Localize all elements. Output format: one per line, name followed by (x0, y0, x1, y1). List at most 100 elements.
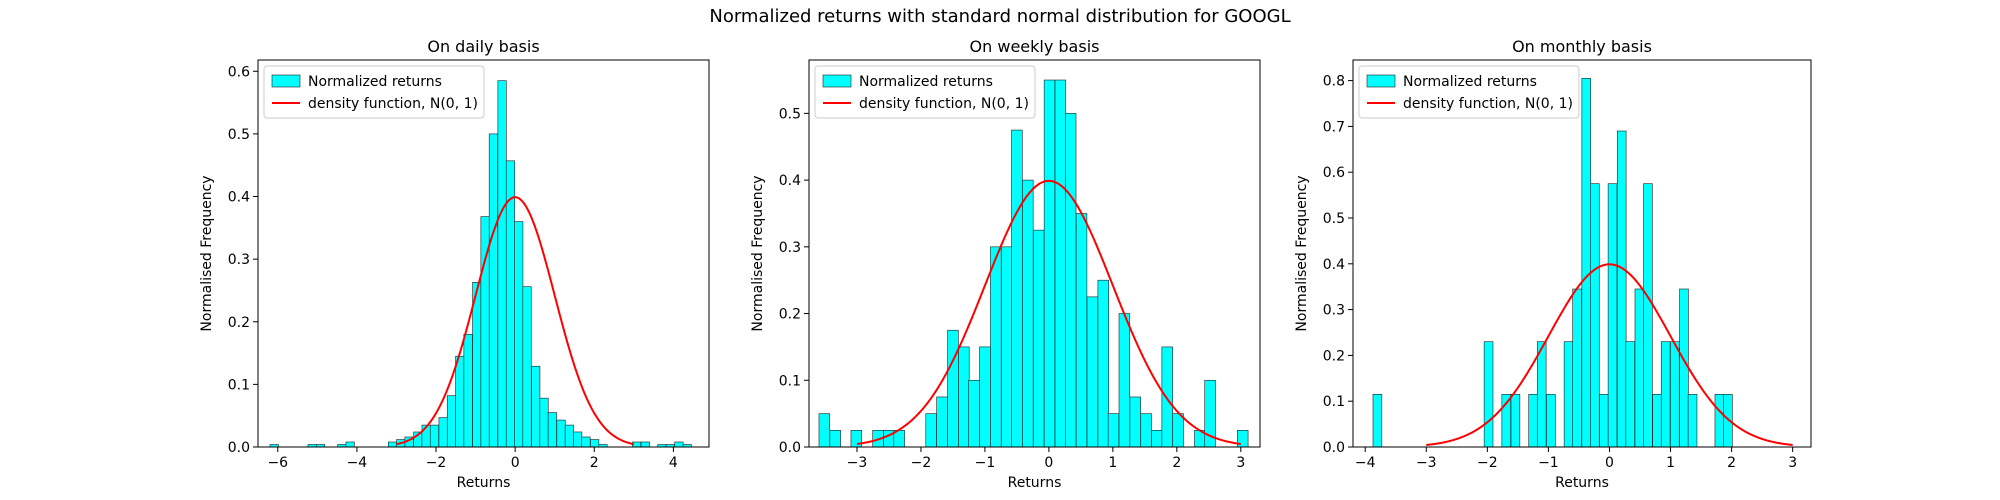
legend-box (263, 65, 485, 119)
histogram-bar (1140, 413, 1152, 448)
normal-density-curve (396, 196, 635, 446)
y-tick-label: 0.1 (228, 377, 250, 393)
histogram-bar (1022, 179, 1034, 448)
histogram-bars (1372, 78, 1733, 448)
histogram-bar (1660, 341, 1671, 448)
x-tick-label: −1 (1538, 455, 1559, 471)
legend-box (814, 65, 1036, 119)
histogram-bar (463, 333, 473, 448)
y-axis-label: Normalised Frequency (199, 175, 215, 331)
y-tick-label: 0.6 (228, 64, 250, 80)
histogram-bar (829, 430, 841, 448)
subplot-title: On monthly basis (1512, 37, 1652, 56)
histogram-bar (1172, 413, 1184, 448)
y-tick-label: 0.4 (228, 190, 250, 206)
histogram-bar (947, 329, 959, 448)
y-tick-label: 0.2 (779, 307, 801, 323)
legend-swatch-bars (1366, 74, 1396, 88)
legend-swatch-bars (271, 74, 301, 88)
x-tick-label: 0 (511, 455, 520, 471)
histogram-bar (446, 395, 456, 448)
histogram-bar (522, 286, 532, 448)
axes-frame (257, 59, 710, 448)
histogram-bar (1075, 213, 1088, 448)
axes-frame (808, 59, 1261, 448)
histogram-bar (1536, 341, 1547, 448)
y-tick-label: 0.5 (1323, 211, 1345, 227)
histogram-bar (590, 439, 600, 448)
histogram-bar (1528, 394, 1538, 448)
y-tick-label: 0.0 (1323, 440, 1345, 456)
histogram-bar (925, 413, 937, 448)
legend: Normalized returns density function, N(0,… (814, 65, 1036, 119)
histogram-bar (1572, 288, 1582, 448)
legend-label-curve: density function, N(0, 1) (1403, 96, 1573, 112)
y-tick-label: 0.2 (1323, 348, 1345, 364)
y-tick-label: 0.3 (228, 252, 250, 268)
histogram-bar (497, 80, 507, 448)
histogram-bar (1581, 78, 1591, 448)
histogram-bar (1097, 279, 1109, 448)
histogram-bar (1714, 394, 1725, 448)
histogram-bar (1510, 394, 1521, 448)
histogram-bar (990, 246, 1002, 448)
y-tick-label: 0.5 (779, 106, 801, 122)
histogram-bar (455, 355, 465, 448)
x-tick-label: 4 (669, 455, 678, 471)
x-tick-label: −6 (267, 455, 288, 471)
histogram-bar (1483, 341, 1494, 448)
histogram-bar (345, 441, 355, 448)
y-axis-label: Normalised Frequency (1294, 175, 1310, 331)
x-tick-label: −4 (347, 455, 368, 471)
y-tick-label: 0.0 (228, 440, 250, 456)
histogram-bar (1107, 413, 1120, 448)
histogram-bar (818, 413, 831, 448)
legend-label-bars: Normalized returns (308, 74, 442, 90)
y-axis-label: Normalised Frequency (750, 175, 766, 331)
histogram-bar (1643, 183, 1653, 448)
histogram-bar (1011, 129, 1023, 448)
histogram-bar (1032, 229, 1045, 448)
subplot-title: On weekly basis (970, 37, 1100, 56)
weekly-returns-chart: −3 −2 −1 0 1 2 3 0.0 0.1 0.2 0.3 0.4 0.5 On weekly ba… (750, 37, 1261, 491)
histogram-bar (936, 396, 948, 448)
y-tick-label: 0.3 (1323, 303, 1345, 319)
legend: Normalized returns density function, N(0,… (1358, 65, 1580, 119)
histogram-bar (531, 365, 541, 448)
normal-density-curve (856, 179, 1241, 446)
histogram-bar (1043, 79, 1056, 448)
histogram-bar (1590, 183, 1600, 448)
x-tick-label: −1 (975, 455, 996, 471)
x-tick-label: −2 (1477, 455, 1498, 471)
histogram-bar (1599, 394, 1609, 448)
daily-returns-chart: −6 −4 −2 0 2 4 0.0 0.1 0.2 0.3 0.4 0.5 0.6 On daily b… (199, 37, 710, 491)
x-tick-label: 2 (1727, 455, 1736, 471)
histogram-bar (640, 441, 650, 448)
y-tick-label: 0.2 (228, 315, 250, 331)
x-tick-label: 0 (1044, 455, 1053, 471)
histogram-bar (438, 417, 448, 448)
legend-label-curve: density function, N(0, 1) (859, 96, 1029, 112)
histogram-bars (269, 80, 692, 448)
x-axis-label: Returns (1008, 475, 1062, 491)
histogram-bar (488, 133, 498, 448)
y-tick-label: 0.7 (1323, 119, 1345, 135)
subplot-title: On daily basis (427, 37, 539, 56)
histogram-bar (674, 441, 684, 448)
x-tick-label: 2 (1172, 455, 1181, 471)
y-tick-label: 0.4 (1323, 257, 1345, 273)
histogram-bar (1563, 341, 1574, 448)
x-tick-label: 2 (590, 455, 599, 471)
legend-label-curve: density function, N(0, 1) (308, 96, 478, 112)
histogram-bar (979, 346, 991, 448)
histogram-bar (1546, 394, 1556, 448)
x-tick-label: −3 (1416, 455, 1437, 471)
histogram-bar (1634, 288, 1645, 448)
x-tick-label: 3 (1236, 455, 1245, 471)
y-tick-label: 0.5 (228, 127, 250, 143)
histogram-bar (1607, 183, 1618, 448)
histogram-bar (505, 160, 515, 448)
x-tick-label: 1 (1666, 455, 1675, 471)
histogram-bar (1670, 341, 1680, 448)
